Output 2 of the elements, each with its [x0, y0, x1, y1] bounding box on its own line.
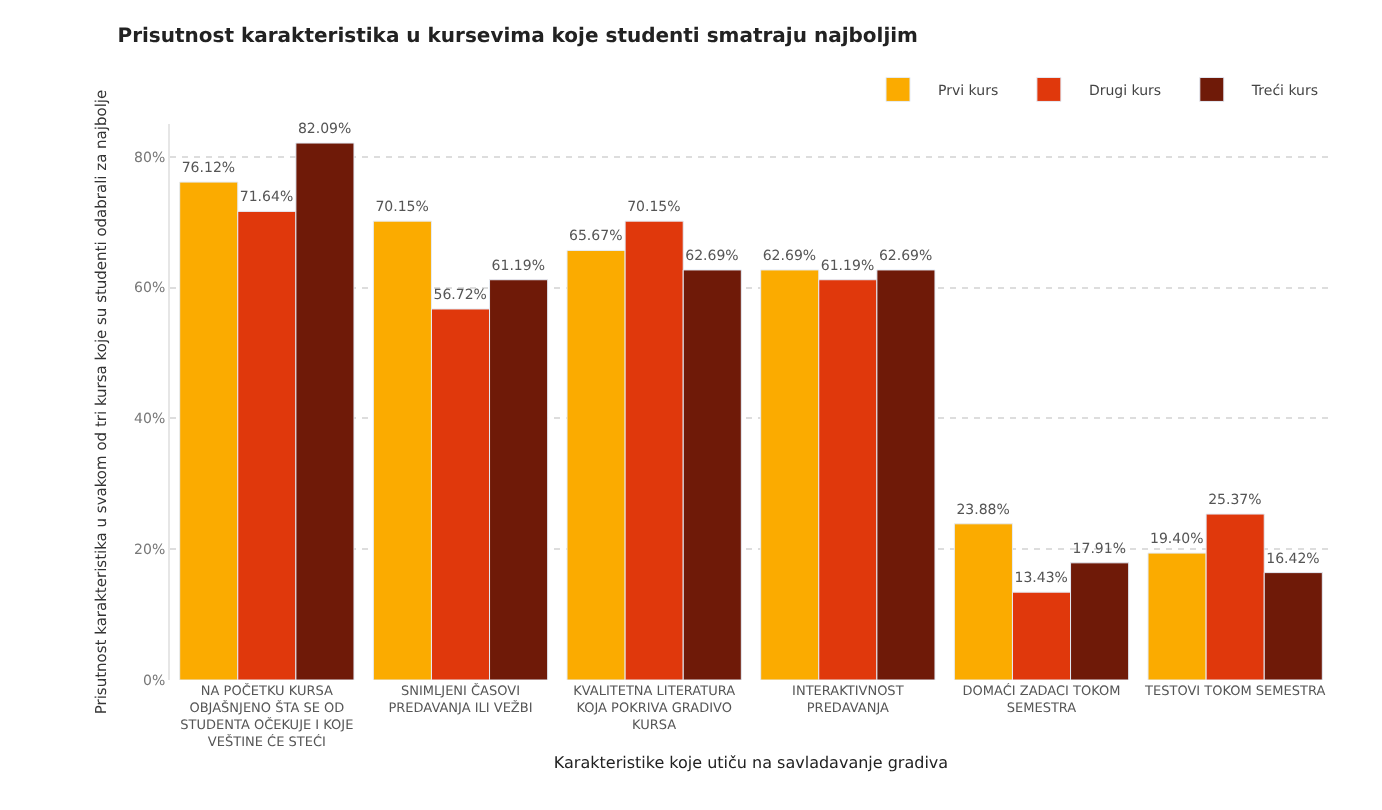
x-axis-title: Karakteristike koje utiču na savladavanje gradiva [553, 753, 949, 772]
chart-title: Prisutnost karakteristika u kursevima koje studenti smatraju najboljim [117, 26, 918, 49]
